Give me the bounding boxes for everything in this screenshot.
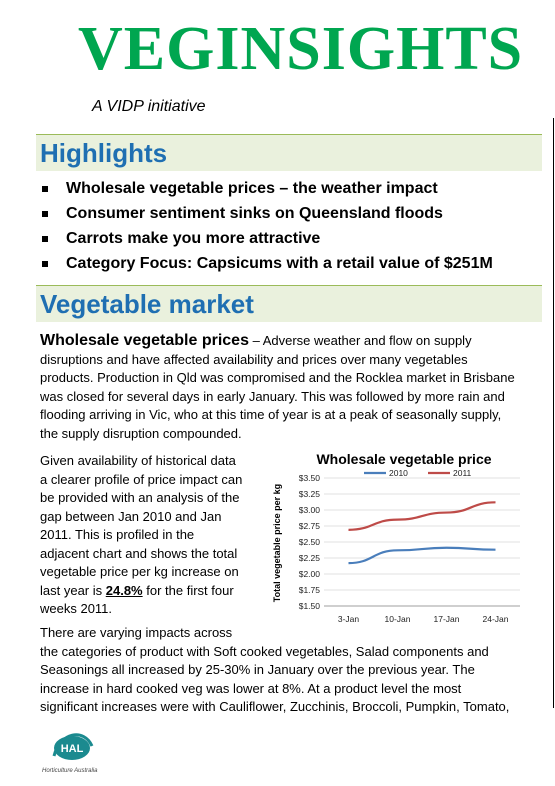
lead-title: Wholesale vegetable prices <box>40 332 249 349</box>
chart-y-axis-label: Total vegetable price per kg <box>272 484 282 602</box>
left-line: vegetable price per kg increase on <box>40 564 239 579</box>
bottom-line: the categories of product with Soft cook… <box>40 643 489 659</box>
intro-line: products. Production in Qld was compromi… <box>40 370 515 385</box>
chart-legend-label: 2011 <box>453 468 472 478</box>
chart-title: Wholesale vegetable price <box>316 451 491 467</box>
highlight-item: Carrots make you more attractive <box>40 228 493 253</box>
bottom-line: significant increases were with Cauliflo… <box>40 699 510 714</box>
logo-caption: Horticulture Australia <box>42 768 98 774</box>
left-line: gap between Jan 2010 and Jan <box>40 508 222 524</box>
page-title: VEGINSIGHTS <box>78 15 524 83</box>
left-line: Given availability of historical data <box>40 453 236 468</box>
chart-y-tick-label: $3.00 <box>299 505 321 515</box>
pct-value: 24.8% <box>105 582 143 598</box>
chart-gridlines <box>324 477 520 607</box>
chart-y-tick-label: $3.25 <box>299 489 321 499</box>
chart-series-lines <box>348 501 496 565</box>
chart-legend-label: 2010 <box>389 468 408 478</box>
intro-paragraph: Wholesale vegetable prices – Adverse wea… <box>40 332 550 443</box>
highlight-item: Category Focus: Capsicums with a retail … <box>40 253 493 278</box>
left-line: be provided with an analysis of the <box>40 490 240 505</box>
chart-x-tick-label: 24-Jan <box>483 614 509 624</box>
wholesale-price-chart: Wholesale vegetable price 2010 2011 $1.50… <box>272 451 520 624</box>
logo-oval <box>54 736 90 760</box>
chart-y-tick-label: $1.75 <box>299 585 321 595</box>
bottom-line: increase in hard cooked veg was lower at… <box>40 680 462 696</box>
left-line: weeks 2011. <box>40 601 113 616</box>
highlight-item: Wholesale vegetable prices – the weather… <box>40 178 493 203</box>
chart-series-line-2011 <box>348 501 496 531</box>
left-line: adjacent chart and shows the total <box>40 545 238 561</box>
chart-x-ticks: 3-Jan 10-Jan 17-Jan 24-Jan <box>338 614 509 624</box>
intro-line: – Adverse weather and flow on supply <box>248 333 472 348</box>
chart-x-tick-label: 3-Jan <box>338 614 360 624</box>
intro-line: disruptions and have affected availabili… <box>40 351 468 367</box>
chart-y-tick-label: $2.50 <box>299 537 321 547</box>
bottom-paragraph: There are varying impacts across the cat… <box>40 624 555 717</box>
bottom-line: There are varying impacts across <box>40 625 233 640</box>
bottom-line: Seasonings all increased by 25-30% in Ja… <box>40 662 475 677</box>
chart-series-line-2010 <box>348 546 496 565</box>
left-line: 2011. This is profiled in the <box>40 527 195 542</box>
highlights-heading: Highlights <box>40 138 168 168</box>
chart-y-tick-label: $2.00 <box>299 569 321 579</box>
highlights-heading-band: Highlights <box>36 134 542 171</box>
chart-y-tick-label: $3.50 <box>299 473 321 483</box>
hal-logo: HAL Horticulture Australia <box>42 733 98 774</box>
chart-y-tick-label: $1.50 <box>299 601 321 611</box>
intro-line: the supply disruption compounded. <box>40 425 242 441</box>
chart-y-tick-label: $2.75 <box>299 521 321 531</box>
chart-x-tick-label: 17-Jan <box>434 614 460 624</box>
left-line: a clearer profile of price impact can <box>40 471 243 487</box>
left-paragraph: Given availability of historical data a … <box>40 452 268 619</box>
tagline: A VIDP initiative <box>92 98 206 115</box>
highlights-list: Wholesale vegetable prices – the weather… <box>40 178 493 278</box>
pct-suffix: for the first four <box>142 582 234 598</box>
intro-line: was closed for several days in early Jan… <box>40 388 505 404</box>
intro-line: flooding arriving in Vic, who at this ti… <box>40 407 502 422</box>
highlight-item: Consumer sentiment sinks on Queensland f… <box>40 203 493 228</box>
market-heading: Vegetable market <box>40 289 254 319</box>
logo-text: HAL <box>61 743 84 755</box>
chart-x-tick-label: 10-Jan <box>385 614 411 624</box>
pct-prefix: last year is <box>40 582 106 598</box>
chart-legend: 2010 2011 <box>364 468 472 478</box>
chart-y-tick-label: $2.25 <box>299 553 321 563</box>
market-heading-band: Vegetable market <box>36 285 542 322</box>
column-divider <box>553 118 554 708</box>
chart-y-ticks: $1.50 $1.75 $2.00 $2.25 $2.50 $2.75 $3.00 $3.25… <box>299 473 321 611</box>
